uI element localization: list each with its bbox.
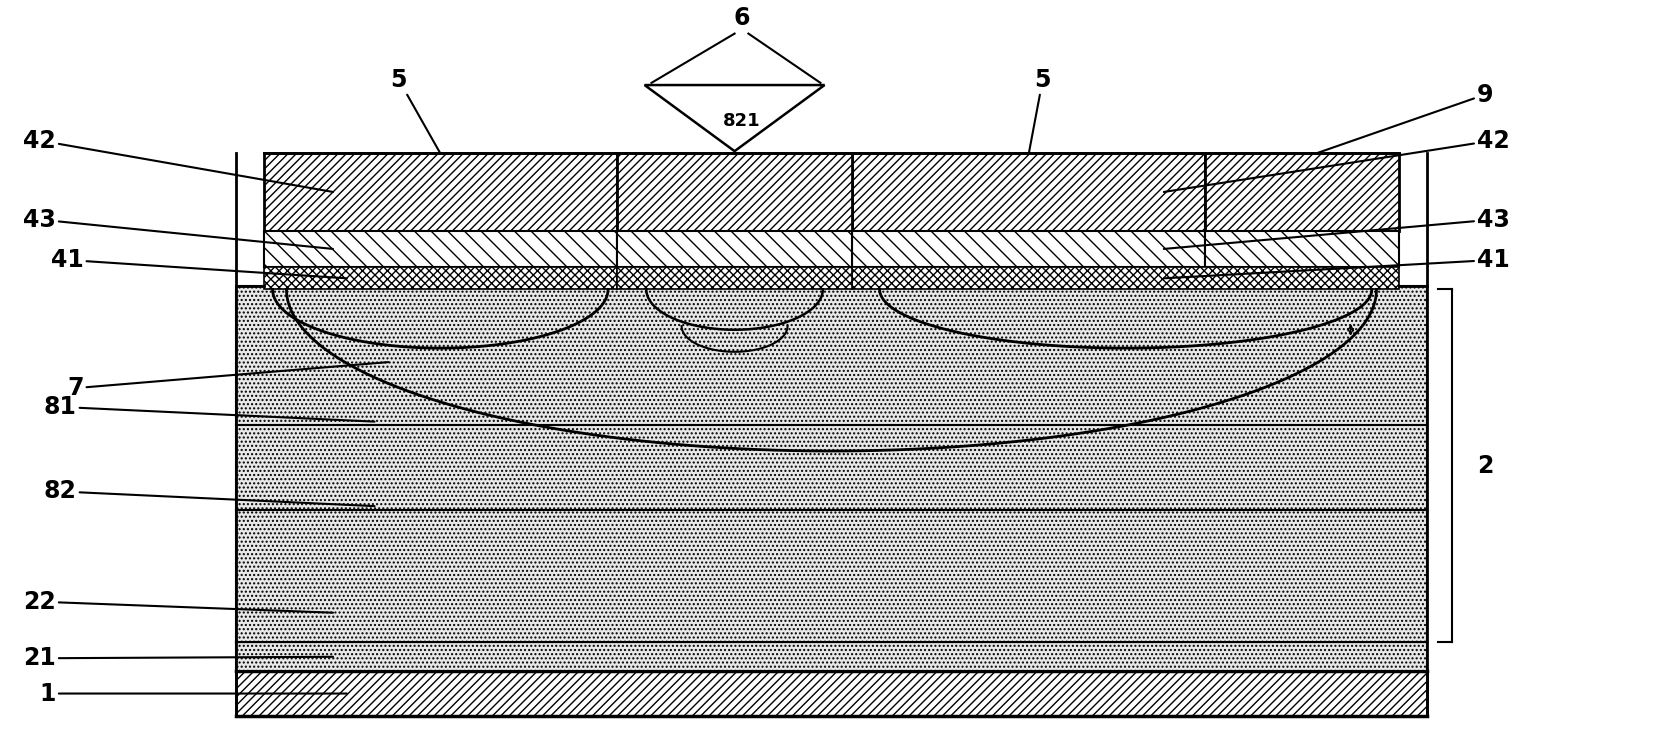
Bar xyxy=(851,231,1206,267)
Bar xyxy=(264,267,617,289)
Text: 1: 1 xyxy=(40,682,348,706)
Text: 5: 5 xyxy=(1029,68,1051,154)
Text: 43: 43 xyxy=(1164,208,1510,249)
Text: 9: 9 xyxy=(1315,82,1493,154)
Bar xyxy=(1206,154,1399,231)
Bar xyxy=(617,267,851,289)
Text: 22: 22 xyxy=(23,590,333,614)
Text: 21: 21 xyxy=(23,646,333,670)
Text: 42: 42 xyxy=(1164,128,1510,192)
Text: 6: 6 xyxy=(733,6,750,30)
Text: 42: 42 xyxy=(23,128,333,192)
Text: 2: 2 xyxy=(1477,453,1493,478)
Text: 5: 5 xyxy=(391,68,441,154)
Bar xyxy=(617,231,851,267)
Bar xyxy=(617,154,851,231)
Bar xyxy=(236,642,1427,672)
Text: 7: 7 xyxy=(67,362,389,400)
Bar xyxy=(264,231,617,267)
Bar xyxy=(236,286,1427,642)
Text: 821: 821 xyxy=(723,113,760,131)
Bar xyxy=(264,154,617,231)
Bar xyxy=(851,267,1399,289)
Text: 41: 41 xyxy=(1164,248,1510,278)
Text: 82: 82 xyxy=(43,479,374,506)
Text: 81: 81 xyxy=(43,395,374,421)
Bar xyxy=(236,672,1427,715)
Bar xyxy=(851,154,1206,231)
Bar xyxy=(1206,231,1399,267)
Text: 43: 43 xyxy=(23,208,333,249)
Text: 41: 41 xyxy=(52,248,348,278)
